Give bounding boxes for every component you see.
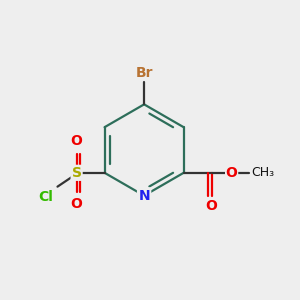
Text: O: O <box>71 197 82 211</box>
Text: O: O <box>226 166 238 180</box>
Text: N: N <box>138 189 150 202</box>
Text: Cl: Cl <box>38 190 53 205</box>
Text: S: S <box>72 166 82 180</box>
Text: O: O <box>206 199 218 213</box>
Text: CH₃: CH₃ <box>251 166 274 179</box>
Text: O: O <box>71 134 82 148</box>
Text: Br: Br <box>135 66 153 80</box>
